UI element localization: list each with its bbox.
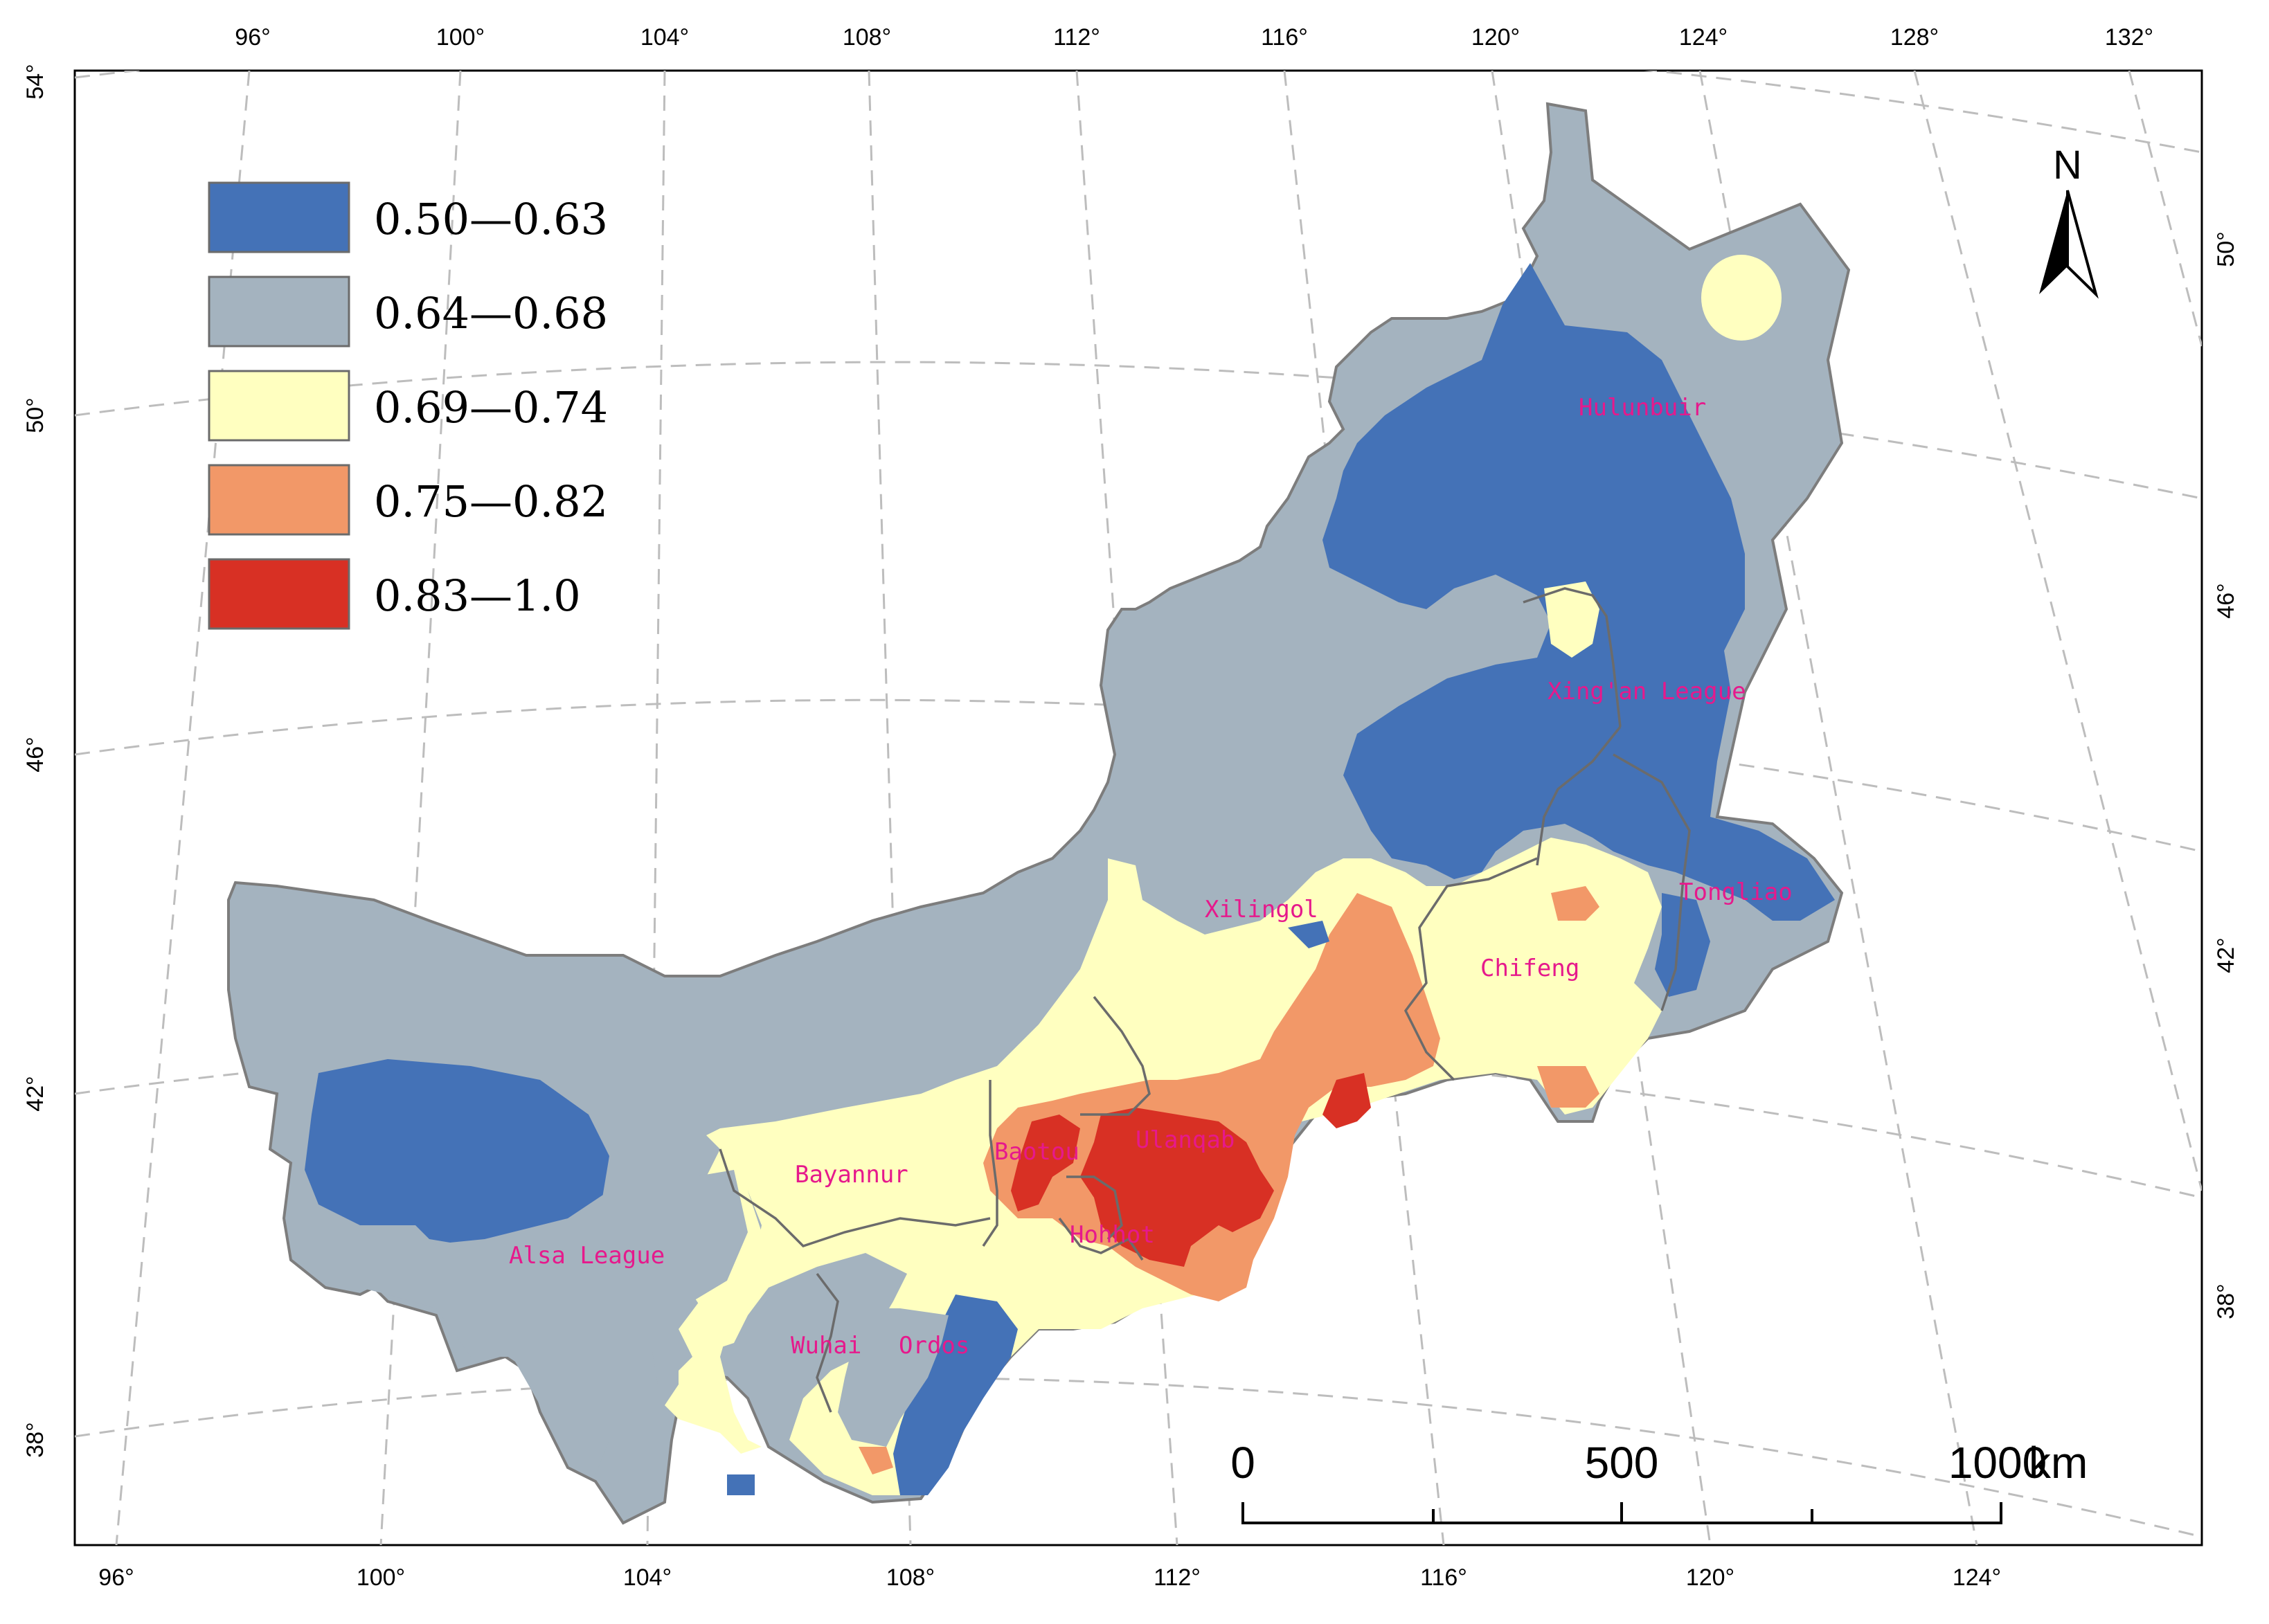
region-label-ordos: Ordos: [899, 1332, 969, 1360]
region-labels: Hulunbuir Xing'an League Tongliao Xiling…: [509, 394, 1793, 1360]
bottom-tick-label: 104°: [623, 1564, 672, 1591]
class-spot-yellow-northeast: [1701, 255, 1782, 341]
bottom-longitude-labels: 96° 100° 104° 108° 112° 116° 120° 124°: [98, 1564, 2001, 1591]
scale-label-0: 0: [1230, 1438, 1255, 1488]
legend-swatch: [208, 276, 350, 348]
legend-label: 0.69—0.74: [374, 382, 608, 433]
class-region-red-baotou: [1011, 1115, 1080, 1211]
class-spot-yellow-xingan: [1544, 581, 1599, 658]
class-spot-blue-xilingol: [1288, 921, 1329, 948]
left-tick-label: 38°: [22, 1422, 48, 1457]
bottom-tick-label: 100°: [357, 1564, 405, 1591]
right-tick-label: 46°: [2213, 583, 2239, 618]
right-tick-label: 42°: [2213, 937, 2239, 973]
top-tick-label: 132°: [2105, 24, 2153, 51]
legend-item: 0.69—0.74: [208, 370, 608, 442]
left-latitude-labels: 54° 50° 46° 42° 38°: [22, 64, 48, 1457]
class-spot-salmon-chifeng: [1551, 886, 1599, 921]
class-spot-salmon-south: [1537, 1066, 1599, 1108]
class-region-blue-alsa: [305, 1059, 609, 1246]
region-label-xilingol: Xilingol: [1205, 896, 1318, 923]
left-tick-label: 50°: [22, 397, 48, 433]
legend-swatch: [208, 558, 350, 630]
class-region-grey-ordos: [838, 1308, 949, 1447]
bottom-tick-label: 120°: [1686, 1564, 1734, 1591]
top-longitude-labels: 96° 100° 104° 108° 112° 116° 120° 124° 1…: [235, 24, 2153, 51]
scale-bar-line: [1241, 1502, 2002, 1524]
region-label-tongliao: Tongliao: [1679, 878, 1793, 906]
right-tick-label: 50°: [2213, 231, 2239, 267]
north-arrow-left-half: [2039, 190, 2068, 294]
class-spot-blue-tongliao: [1655, 893, 1710, 997]
legend-item: 0.83—1.0: [208, 558, 581, 630]
region-label-baotou: Baotou: [994, 1138, 1079, 1166]
top-tick-label: 124°: [1679, 24, 1728, 51]
top-tick-label: 96°: [235, 24, 270, 51]
class-region-grey-west: [360, 1170, 748, 1474]
top-tick-label: 100°: [436, 24, 485, 51]
admin-borders: [719, 587, 1691, 1413]
class-region-red-xilingol: [1322, 1073, 1371, 1128]
north-label: N: [2053, 143, 2082, 188]
legend-label: 0.64—0.68: [374, 288, 608, 339]
top-tick-label: 116°: [1261, 24, 1308, 51]
top-tick-label: 120°: [1471, 24, 1520, 51]
legend-swatch: [208, 370, 350, 442]
region-label-ulanqab: Ulanqab: [1136, 1126, 1235, 1154]
legend-swatch: [208, 464, 350, 536]
left-tick-label: 54°: [22, 64, 48, 99]
class-region-red-ulanqab: [1080, 1108, 1274, 1267]
legend-swatch: [208, 181, 350, 253]
class-spot-salmon-ordos: [859, 1447, 893, 1474]
left-tick-label: 46°: [22, 737, 48, 772]
bottom-tick-label: 108°: [886, 1564, 935, 1591]
legend-label: 0.83—1.0: [374, 570, 581, 621]
legend-label: 0.50—0.63: [374, 194, 608, 244]
scale-unit: km: [2029, 1438, 2088, 1488]
bottom-tick-label: 124°: [1953, 1564, 2001, 1591]
legend-item: 0.75—0.82: [208, 464, 608, 536]
bottom-tick-label: 112°: [1154, 1564, 1201, 1591]
right-tick-label: 38°: [2213, 1283, 2239, 1319]
scale-bar: 0 500 1000 km: [1230, 1438, 2088, 1524]
class-region-blue-ordos: [893, 1294, 1018, 1495]
legend-label: 0.75—0.82: [374, 476, 608, 527]
top-tick-label: 128°: [1890, 24, 1939, 51]
north-arrow-right-half: [2066, 190, 2099, 299]
region-label-xingan-league: Xing'an League: [1548, 678, 1746, 705]
bottom-tick-label: 96°: [98, 1564, 134, 1591]
north-arrow: N: [2039, 143, 2099, 299]
legend-item: 0.50—0.63: [208, 181, 608, 253]
legend: 0.50—0.63 0.64—0.68 0.69—0.74 0.75—0.82 …: [208, 181, 608, 630]
right-latitude-labels: 50° 46° 42° 38°: [2213, 231, 2239, 1319]
region-label-hulunbuir: Hulunbuir: [1579, 394, 1706, 422]
legend-item: 0.64—0.68: [208, 276, 608, 348]
bottom-tick-label: 116°: [1420, 1564, 1467, 1591]
region-label-chifeng: Chifeng: [1480, 955, 1579, 982]
scale-label-500: 500: [1585, 1438, 1659, 1488]
region-label-bayannur: Bayannur: [795, 1161, 908, 1189]
region-label-wuhai: Wuhai: [791, 1332, 861, 1360]
scale-label-1000: 1000: [1948, 1438, 2047, 1488]
class-spot-blue-south: [727, 1474, 755, 1495]
left-tick-label: 42°: [22, 1076, 48, 1111]
top-tick-label: 112°: [1053, 24, 1100, 51]
top-tick-label: 108°: [843, 24, 891, 51]
region-label-hohhot: Hohhot: [1070, 1221, 1155, 1249]
region-label-alsa-league: Alsa League: [509, 1242, 665, 1270]
top-tick-label: 104°: [640, 24, 689, 51]
